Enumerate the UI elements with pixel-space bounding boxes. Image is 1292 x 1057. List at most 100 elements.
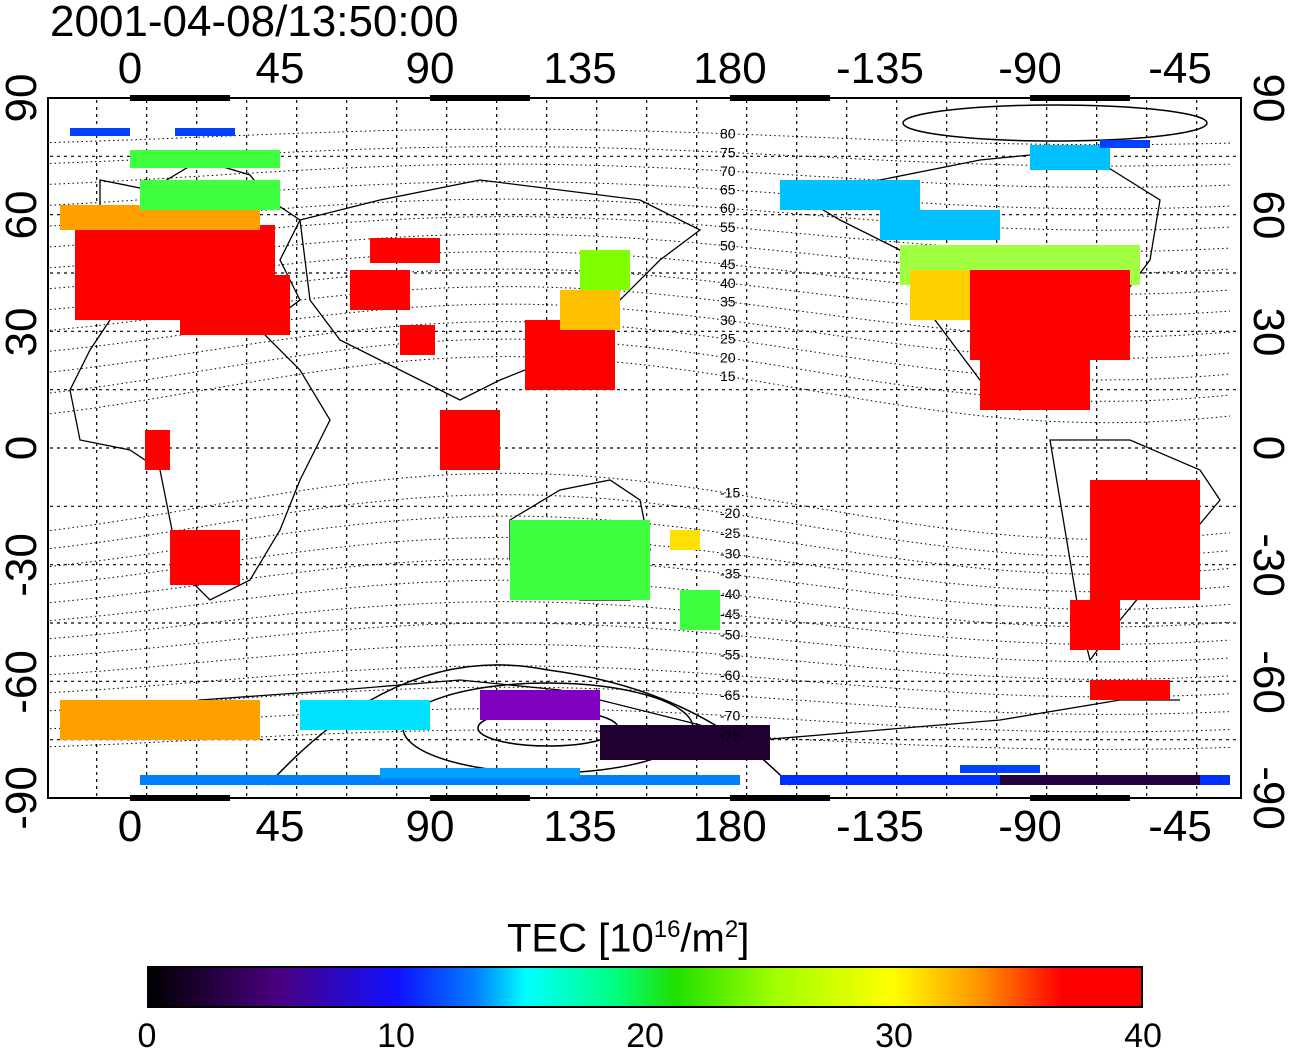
bottom-lon-label: 135 [543, 802, 617, 851]
contour-label: -15 [720, 485, 740, 501]
contour-label: -20 [720, 505, 740, 521]
right-lat-label: 30 [1244, 307, 1292, 357]
contour-label: -55 [720, 647, 740, 663]
contour-line [49, 163, 1231, 188]
contour-label: 30 [720, 312, 736, 328]
bottom-lon-label: -45 [1148, 802, 1212, 851]
contour-line [49, 622, 1231, 663]
right-lat-label: -90 [1244, 766, 1292, 830]
top-lon-label: 90 [405, 44, 455, 93]
bottom-lon-label: -90 [998, 802, 1062, 851]
contour-label: -75 [720, 728, 740, 744]
left-lat-label: -30 [0, 533, 46, 597]
top-lon-label: 0 [117, 44, 143, 93]
bottom-lon-label: 45 [255, 802, 305, 851]
colorbar [147, 966, 1143, 1008]
right-lat-label: 0 [1244, 435, 1292, 461]
left-lat-label: 30 [0, 307, 46, 357]
arctic-tec [70, 128, 1150, 148]
bottom-lon-label: 180 [693, 802, 767, 851]
contour-label: -65 [720, 687, 740, 703]
top-lon-label: -90 [998, 44, 1062, 93]
contour-label: 25 [720, 331, 736, 347]
contour-line [49, 708, 1231, 733]
contour-label: 55 [720, 219, 736, 235]
australia-tec [510, 520, 720, 630]
contour-label: -35 [720, 566, 740, 582]
japan-low [580, 250, 630, 290]
contour-label: 60 [720, 200, 736, 216]
right-lat-label: 90 [1244, 73, 1292, 123]
colorbar-tick-label: 0 [137, 1017, 157, 1055]
contour-line [49, 146, 1231, 167]
colorbar-title-main: TEC [10 [507, 916, 654, 961]
colorbar-tick-label: 10 [377, 1017, 415, 1055]
top-lon-label: 45 [255, 44, 305, 93]
contour-label: 35 [720, 293, 736, 309]
europe-high-tec [75, 225, 440, 335]
frame-ticks [130, 95, 1130, 801]
contour-label: 50 [720, 238, 736, 254]
contour-label: -70 [720, 707, 740, 723]
contour-labels: 80 75 70 65 60 55 50 45 40 35 30 25 20 15 -15 -20 -25 -30… [720, 126, 740, 744]
colorbar-title-end: ] [738, 916, 750, 961]
right-lat-label: 60 [1244, 190, 1292, 240]
right-lat-label: -30 [1244, 533, 1292, 597]
contour-line [49, 665, 1231, 698]
left-lat-label: 0 [0, 435, 46, 461]
contour-label: 40 [720, 275, 736, 291]
contour-line [49, 643, 1231, 680]
contour-line [49, 494, 1231, 558]
contour-label: 80 [720, 126, 736, 142]
contour-label: 45 [720, 256, 736, 272]
contour-line [49, 128, 1231, 146]
contour-label: 75 [720, 144, 736, 160]
colorbar-tick-label: 30 [875, 1017, 913, 1055]
bottom-lon-label: 0 [117, 802, 143, 851]
left-lat-label: 90 [0, 73, 46, 123]
timestamp-title: 2001-04-08/13:50:00 [50, 0, 459, 46]
top-lon-label: 180 [693, 44, 767, 93]
bottom-lon-label: -135 [835, 802, 925, 851]
coast-antarctica [59, 679, 1180, 741]
contour-label: -40 [720, 586, 740, 602]
colorbar-title-exponent: 16 [653, 916, 681, 943]
contour-line [49, 181, 1231, 210]
contour-label: 20 [720, 349, 736, 365]
north-america-low [780, 145, 1110, 240]
tec-data-points [60, 128, 1230, 785]
contour-line [49, 601, 1231, 645]
north-america-gradient [900, 245, 1140, 410]
bottom-lon-label: 90 [405, 802, 455, 851]
contour-label: -30 [720, 545, 740, 561]
europe-low-tec [130, 150, 280, 210]
asia-tec [145, 320, 615, 585]
left-lat-label: 60 [0, 190, 46, 240]
top-lon-label: -45 [1148, 44, 1212, 93]
contour-line [49, 515, 1231, 575]
contour-line [49, 356, 1231, 424]
contour-label: 15 [720, 368, 736, 384]
colorbar-tick-label: 40 [1124, 1017, 1162, 1055]
left-lat-label: -60 [0, 650, 46, 714]
contour-label: 70 [720, 163, 736, 179]
contour-label: -45 [720, 606, 740, 622]
left-lat-label: -90 [0, 766, 46, 830]
contour-label: -60 [720, 667, 740, 683]
contour-line [49, 558, 1231, 610]
colorbar-title: TEC [1016/m2] [507, 908, 749, 960]
top-lon-label: -135 [835, 44, 925, 93]
colorbar-title-unit-exponent: 2 [724, 916, 739, 943]
contour-line [49, 321, 1231, 381]
contour-line [49, 198, 1231, 231]
south-america-tec [1070, 480, 1200, 700]
contour-label: -50 [720, 626, 740, 642]
right-lat-label: -60 [1244, 650, 1292, 714]
antarctic-tec [60, 690, 1230, 785]
contour-label: -25 [720, 525, 740, 541]
colorbar-tick-label: 20 [626, 1017, 664, 1055]
tec-map: 80 75 70 65 60 55 50 45 40 35 30 25 20 15 -15 -20 -25 -30… [47, 95, 1242, 801]
japan-gradient [560, 290, 620, 330]
contour-line [49, 472, 1231, 540]
contour-line [49, 536, 1231, 593]
